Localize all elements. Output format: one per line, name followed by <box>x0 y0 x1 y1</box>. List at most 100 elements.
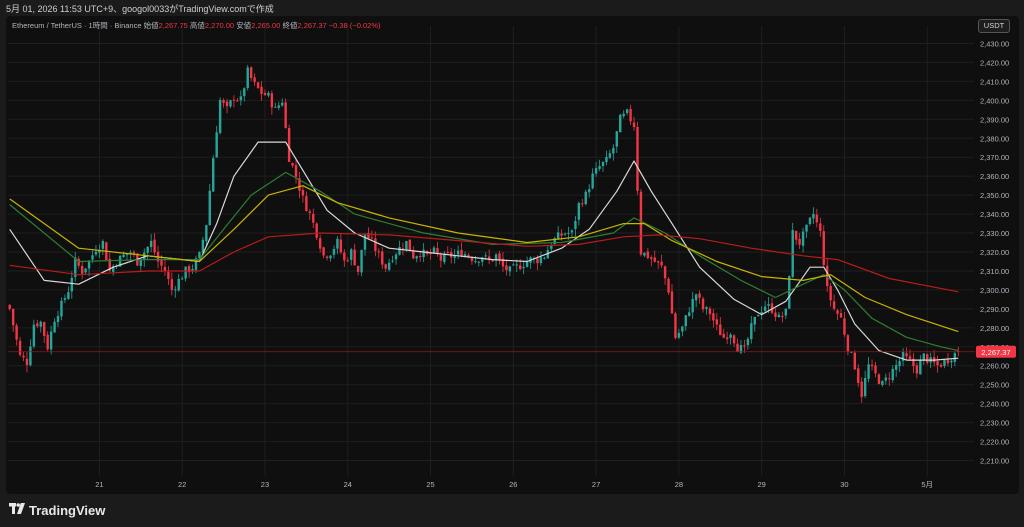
candle-body <box>39 321 42 327</box>
candle-body <box>777 314 781 318</box>
candle-body <box>487 256 491 261</box>
last-price-label: 2,267.37 <box>981 348 1010 357</box>
candle-body <box>415 256 418 259</box>
candle-body <box>353 249 356 266</box>
candle-body <box>798 238 801 245</box>
chart-caption: 5月 01, 2026 11:53 UTC+9、googol0033がTradi… <box>6 4 274 14</box>
candle-body <box>625 109 629 113</box>
candle-body <box>719 324 722 336</box>
candle-body <box>850 351 853 353</box>
candle-body <box>922 353 925 360</box>
x-tick-label: 25 <box>426 480 434 489</box>
candle-body <box>98 249 101 253</box>
candle-body <box>760 311 763 315</box>
candle-body <box>439 254 443 261</box>
candle-body <box>915 365 919 374</box>
candle-body <box>484 255 487 257</box>
y-tick-label: 2,420.00 <box>980 58 1009 67</box>
candle-body <box>249 67 253 79</box>
high-label: 高値 <box>189 21 205 30</box>
candle-body <box>546 250 550 259</box>
candle-body <box>894 365 898 370</box>
brand-logo[interactable]: TradingView <box>9 502 105 518</box>
candle-body <box>860 381 863 398</box>
candle-body <box>187 266 191 273</box>
candle-body <box>463 254 467 257</box>
candle-body <box>281 102 284 106</box>
candle-body <box>784 308 788 316</box>
candle-body <box>605 156 608 163</box>
candle-body <box>763 306 767 311</box>
candle-body <box>694 294 698 301</box>
candle-body <box>318 238 322 249</box>
candle-body <box>656 261 660 263</box>
candle-body <box>801 231 805 246</box>
candle-body <box>819 223 822 231</box>
candle-body <box>436 248 439 255</box>
candle-body <box>274 106 277 108</box>
candle-body <box>494 254 498 261</box>
candle-body <box>729 334 732 338</box>
candle-body <box>522 266 525 269</box>
candle-body <box>91 255 94 260</box>
candle-body <box>550 245 553 249</box>
candle-body <box>336 238 339 249</box>
candle-body <box>601 161 605 166</box>
candle-body <box>674 313 677 339</box>
candle-body <box>812 213 815 219</box>
candle-body <box>888 378 891 380</box>
candle-body <box>70 277 74 292</box>
high-value: 2,270.00 <box>204 21 235 30</box>
candle-body <box>632 122 636 128</box>
candle-body <box>577 202 581 220</box>
chart-panel[interactable] <box>6 16 1019 494</box>
candle-body <box>305 196 308 212</box>
candle-body <box>725 337 729 340</box>
candle-body <box>781 316 784 318</box>
candle-body <box>308 211 312 213</box>
candle-body <box>846 335 850 352</box>
candle-body <box>198 252 201 259</box>
candle-body <box>788 276 791 309</box>
candle-body <box>201 239 205 253</box>
candle-body <box>774 312 777 317</box>
caption-bar: 5月 01, 2026 11:53 UTC+9、googol0033がTradi… <box>0 0 1024 16</box>
candle-body <box>184 266 187 279</box>
candle-body <box>608 153 612 158</box>
ma-red-line <box>9 232 959 293</box>
candle-body <box>287 127 291 162</box>
candle-body <box>684 315 687 327</box>
currency-button[interactable]: USDT <box>978 19 1010 33</box>
candle-body <box>456 250 460 255</box>
x-tick-label: 21 <box>95 480 103 489</box>
candle-body <box>612 147 615 154</box>
candle-body <box>591 173 594 189</box>
close-value: 2,267.37 <box>297 21 327 30</box>
candle-body <box>715 319 719 325</box>
candle-body <box>360 249 363 273</box>
candle-body <box>22 355 25 358</box>
candle-body <box>384 264 387 269</box>
candle-body <box>739 345 743 353</box>
candle-body <box>132 252 136 255</box>
candle-body <box>329 255 332 259</box>
brand-name: TradingView <box>29 502 106 518</box>
candle-body <box>315 223 318 238</box>
candle-body <box>8 304 11 309</box>
candle-body <box>467 254 470 258</box>
candle-body <box>877 374 881 384</box>
candle-body <box>519 265 522 270</box>
candle-body <box>543 257 546 259</box>
candle-body <box>732 335 736 344</box>
candle-body <box>191 269 194 271</box>
candle-body <box>236 100 239 102</box>
candle-body <box>15 325 18 340</box>
candle-body <box>222 100 225 103</box>
candle-body <box>263 92 267 96</box>
candle-body <box>481 257 484 262</box>
candle-body <box>129 252 132 254</box>
candle-body <box>512 264 515 266</box>
candle-body <box>501 258 505 267</box>
candle-body <box>412 250 415 259</box>
